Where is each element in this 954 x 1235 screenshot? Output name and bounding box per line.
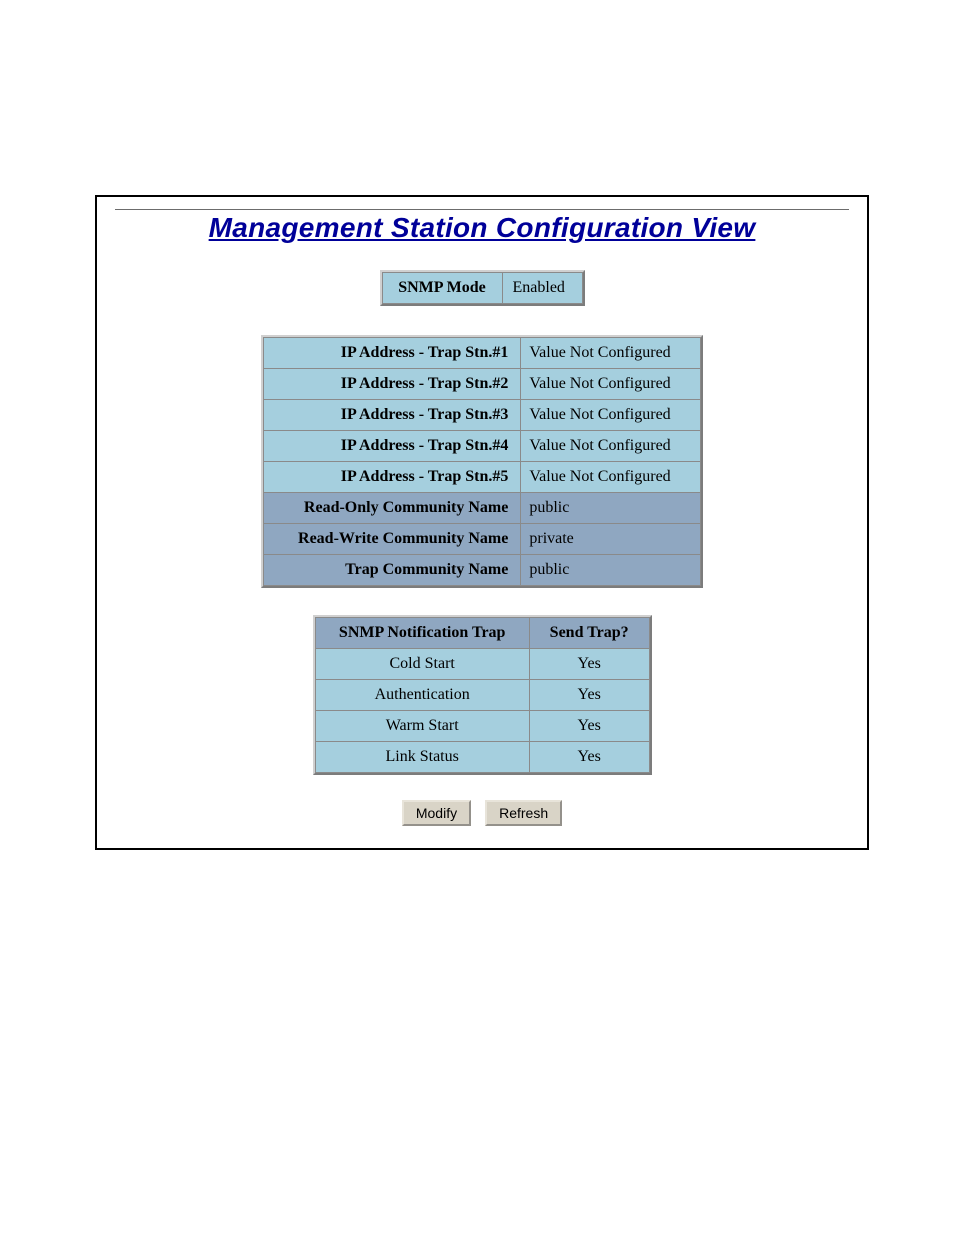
- settings-table: IP Address - Trap Stn.#1Value Not Config…: [263, 337, 701, 586]
- settings-key: Read-Only Community Name: [264, 493, 521, 524]
- modify-button[interactable]: Modify: [402, 800, 471, 826]
- settings-row: IP Address - Trap Stn.#2Value Not Config…: [264, 369, 701, 400]
- refresh-button[interactable]: Refresh: [485, 800, 562, 826]
- notification-trap-name: Cold Start: [315, 649, 529, 680]
- snmp-mode-label: SNMP Mode: [382, 273, 502, 304]
- settings-key: IP Address - Trap Stn.#4: [264, 431, 521, 462]
- divider-top: [115, 209, 849, 210]
- notification-trap-name: Authentication: [315, 680, 529, 711]
- config-panel: Management Station Configuration View SN…: [95, 195, 869, 850]
- settings-row: IP Address - Trap Stn.#4Value Not Config…: [264, 431, 701, 462]
- settings-value: Value Not Configured: [521, 338, 701, 369]
- notification-table-wrap: SNMP Notification Trap Send Trap? Cold S…: [313, 615, 652, 775]
- settings-key: IP Address - Trap Stn.#5: [264, 462, 521, 493]
- settings-value: Value Not Configured: [521, 369, 701, 400]
- settings-key: IP Address - Trap Stn.#2: [264, 369, 521, 400]
- settings-value: Value Not Configured: [521, 462, 701, 493]
- page-title: Management Station Configuration View: [115, 212, 849, 244]
- notification-header-trap: SNMP Notification Trap: [315, 618, 529, 649]
- settings-key: Trap Community Name: [264, 555, 521, 586]
- page-container: Management Station Configuration View SN…: [0, 0, 954, 910]
- snmp-mode-table-wrap: SNMP Mode Enabled: [380, 270, 585, 306]
- settings-row: Read-Write Community Nameprivate: [264, 524, 701, 555]
- notification-header-send: Send Trap?: [529, 618, 649, 649]
- notification-row: Link StatusYes: [315, 742, 649, 773]
- snmp-mode-table: SNMP Mode Enabled: [382, 272, 583, 304]
- notification-row: AuthenticationYes: [315, 680, 649, 711]
- snmp-mode-value: Enabled: [502, 273, 582, 304]
- settings-row: Read-Only Community Namepublic: [264, 493, 701, 524]
- notification-table: SNMP Notification Trap Send Trap? Cold S…: [315, 617, 650, 773]
- notification-send-value: Yes: [529, 711, 649, 742]
- settings-key: IP Address - Trap Stn.#1: [264, 338, 521, 369]
- notification-send-value: Yes: [529, 680, 649, 711]
- button-row: Modify Refresh: [115, 800, 849, 826]
- notification-send-value: Yes: [529, 649, 649, 680]
- notification-header-row: SNMP Notification Trap Send Trap?: [315, 618, 649, 649]
- settings-value: public: [521, 555, 701, 586]
- settings-row: IP Address - Trap Stn.#3Value Not Config…: [264, 400, 701, 431]
- notification-trap-name: Link Status: [315, 742, 529, 773]
- settings-value: Value Not Configured: [521, 431, 701, 462]
- settings-table-wrap: IP Address - Trap Stn.#1Value Not Config…: [261, 335, 703, 588]
- notification-row: Warm StartYes: [315, 711, 649, 742]
- notification-row: Cold StartYes: [315, 649, 649, 680]
- notification-send-value: Yes: [529, 742, 649, 773]
- settings-row: IP Address - Trap Stn.#1Value Not Config…: [264, 338, 701, 369]
- settings-key: Read-Write Community Name: [264, 524, 521, 555]
- settings-value: Value Not Configured: [521, 400, 701, 431]
- settings-value: private: [521, 524, 701, 555]
- settings-value: public: [521, 493, 701, 524]
- snmp-mode-row: SNMP Mode Enabled: [382, 273, 582, 304]
- settings-row: Trap Community Namepublic: [264, 555, 701, 586]
- settings-row: IP Address - Trap Stn.#5Value Not Config…: [264, 462, 701, 493]
- settings-key: IP Address - Trap Stn.#3: [264, 400, 521, 431]
- notification-trap-name: Warm Start: [315, 711, 529, 742]
